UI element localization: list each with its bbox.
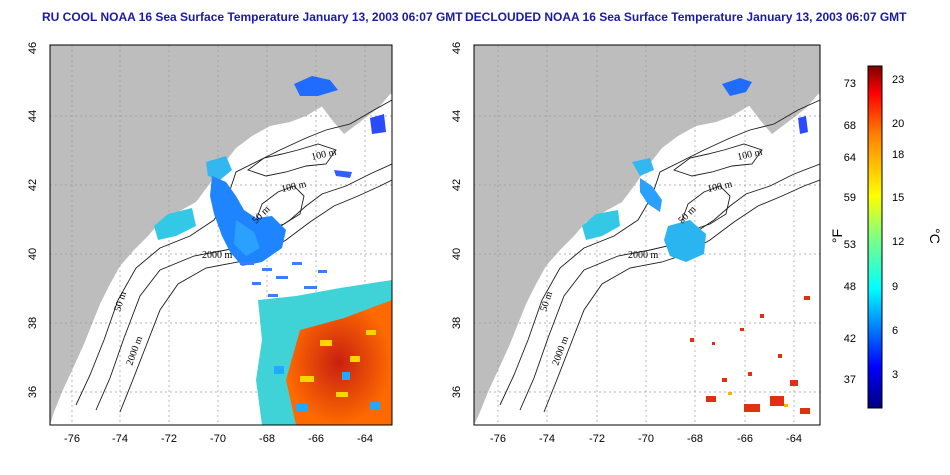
colorbar: 73 68 64 59 53 48 42 37 23 20 18 15 12 9… [829, 65, 943, 409]
colorbar-unit-f: °F [829, 229, 845, 243]
lon-tick-label: -64 [786, 433, 802, 445]
lon-tick-label: -64 [357, 433, 373, 445]
colorbar-f-tick: 64 [844, 152, 856, 164]
land-mass [474, 45, 820, 425]
lat-tick-label: 44 [27, 110, 39, 122]
lon-tick-label: -68 [687, 433, 703, 445]
colorbar-f-tick: 73 [844, 78, 856, 90]
lat-axis: 36 38 40 42 44 46 [27, 42, 39, 398]
lon-axis: -76 -74 -72 -70 -68 -66 -64 [64, 433, 373, 445]
lon-tick-label: -70 [210, 433, 226, 445]
colorbar-f-tick: 68 [844, 120, 856, 132]
lon-axis: -76 -74 -72 -70 -68 -66 -64 [490, 433, 802, 445]
lon-tick-label: -76 [490, 433, 506, 445]
map-panel-left: 100 m 100 m 50 m 2000 m 50 m 2000 m -76 … [27, 42, 393, 445]
colorbar-f-tick: 59 [844, 192, 856, 204]
lat-tick-label: 36 [27, 386, 39, 398]
colorbar-f-tick: 42 [844, 333, 856, 345]
colorbar-c-tick: 3 [892, 369, 898, 381]
lat-tick-label: 38 [27, 317, 39, 329]
lon-tick-label: -72 [589, 433, 605, 445]
lat-tick-label: 38 [451, 317, 463, 329]
colorbar-f-ticks: 73 68 64 59 53 48 42 37 [844, 78, 856, 386]
colorbar-f-tick: 37 [844, 374, 856, 386]
lon-tick-label: -70 [638, 433, 654, 445]
colorbar-f-tick: 53 [844, 239, 856, 251]
colorbar-c-tick: 15 [892, 192, 904, 204]
contour-label: 2000 m [628, 250, 659, 261]
colorbar-c-tick: 6 [892, 325, 898, 337]
lon-tick-label: -66 [308, 433, 324, 445]
colorbar-c-tick: 12 [892, 236, 904, 248]
colorbar-c-tick: 9 [892, 281, 898, 293]
land-maritimes [300, 56, 392, 134]
sst-data-overlay [154, 76, 392, 425]
lat-tick-label: 42 [27, 179, 39, 191]
colorbar-gradient [867, 65, 883, 409]
colorbar-c-tick: 23 [892, 74, 904, 86]
lon-tick-label: -66 [737, 433, 753, 445]
sst-data-overlay [582, 78, 810, 414]
lat-tick-label: 42 [451, 179, 463, 191]
colorbar-c-ticks: 23 20 18 15 12 9 6 3 [892, 74, 904, 381]
lat-axis: 36 38 40 42 44 46 [451, 42, 463, 398]
colorbar-f-tick: 48 [844, 281, 856, 293]
lon-tick-label: -74 [112, 433, 128, 445]
land-maritimes [726, 56, 820, 134]
lat-tick-label: 46 [27, 42, 39, 54]
lat-tick-label: 36 [451, 386, 463, 398]
contour-label: 2000 m [202, 250, 233, 261]
lon-tick-label: -72 [161, 433, 177, 445]
colorbar-c-tick: 20 [892, 118, 904, 130]
lon-tick-label: -68 [259, 433, 275, 445]
lat-tick-label: 46 [451, 42, 463, 54]
land-mass [50, 45, 392, 425]
contour-label: 100 m [706, 179, 733, 195]
lat-tick-label: 40 [451, 248, 463, 260]
colorbar-unit-c: °C [927, 228, 943, 244]
lon-tick-label: -74 [539, 433, 555, 445]
contour-label: 100 m [280, 179, 307, 195]
map-title-left: RU COOL NOAA 16 Sea Surface Temperature … [42, 10, 463, 24]
lon-tick-label: -76 [64, 433, 80, 445]
map-panel-right: 100 m 100 m 50 m 2000 m 50 m 2000 m -76 … [451, 42, 821, 445]
contour-label: 100 m [310, 147, 337, 163]
map-title-right: DECLOUDED NOAA 16 Sea Surface Temperatur… [465, 10, 907, 24]
lat-tick-label: 44 [451, 110, 463, 122]
colorbar-c-tick: 18 [892, 149, 904, 161]
contour-label: 100 m [736, 147, 763, 163]
lat-tick-label: 40 [27, 248, 39, 260]
